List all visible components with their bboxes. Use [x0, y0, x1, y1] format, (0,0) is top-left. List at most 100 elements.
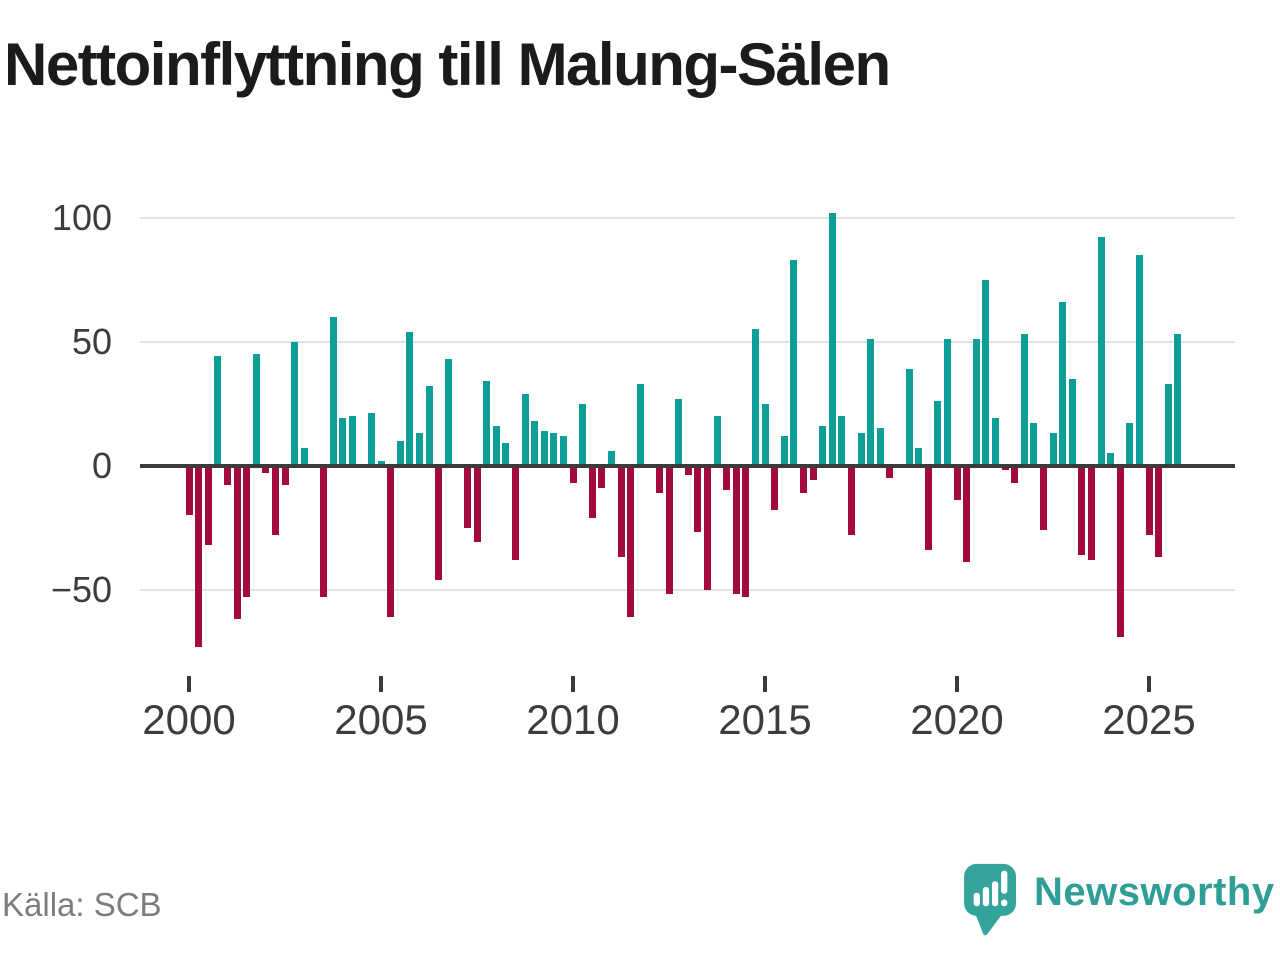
bar-2013-q1 — [684, 465, 692, 476]
x-axis-label-2025: 2025 — [1102, 696, 1196, 743]
bar-2006-q3 — [435, 465, 443, 580]
bar-2019-q4 — [943, 339, 951, 466]
bar-2001-q4 — [252, 353, 260, 466]
bar-2016-q3 — [819, 425, 827, 466]
bar-2009-q4 — [559, 435, 567, 466]
bar-2004-q1 — [339, 418, 347, 466]
bar-2025-q2 — [1155, 465, 1163, 558]
bar-2008-q4 — [521, 393, 529, 466]
bar-2001-q3 — [243, 465, 251, 597]
bar-2010-q3 — [588, 465, 596, 518]
bar-2002-q2 — [271, 465, 279, 535]
bar-2008-q2 — [502, 443, 510, 466]
bar-2020-q2 — [963, 465, 971, 563]
bar-2002-q3 — [281, 465, 289, 486]
bar-2025-q1 — [1145, 465, 1153, 535]
bar-2020-q1 — [953, 465, 961, 501]
x-axis-tick-2015 — [763, 676, 767, 692]
bar-2019-q1 — [915, 448, 923, 466]
bar-2023-q4 — [1097, 237, 1105, 466]
bar-2007-q3 — [473, 465, 481, 543]
newsworthy-wordmark: Newsworthy — [1034, 870, 1275, 914]
bar-2018-q4 — [905, 368, 913, 466]
y-axis-label--50: −50 — [50, 568, 112, 610]
bar-2008-q1 — [492, 425, 500, 466]
bar-2000-q4 — [214, 356, 222, 466]
bar-2024-q2 — [1116, 465, 1124, 637]
y-axis-label-0: 0 — [91, 444, 112, 486]
bar-2021-q3 — [1011, 465, 1019, 483]
bar-2017-q4 — [867, 339, 875, 466]
bar-2015-q1 — [761, 403, 769, 466]
bar-2025-q4 — [1174, 334, 1182, 466]
bar-2002-q1 — [262, 465, 270, 473]
bar-2023-q2 — [1078, 465, 1086, 555]
bar-2020-q4 — [982, 279, 990, 466]
bar-2024-q1 — [1107, 453, 1115, 466]
bar-2002-q4 — [291, 341, 299, 466]
bar-2004-q4 — [367, 413, 375, 466]
bar-2000-q1 — [185, 465, 193, 516]
bar-2006-q1 — [415, 433, 423, 466]
bar-2011-q3 — [627, 465, 635, 617]
bar-2019-q3 — [934, 401, 942, 466]
x-axis-label-2005: 2005 — [334, 696, 428, 743]
grid-line-50 — [140, 340, 1235, 343]
bar-2019-q2 — [924, 465, 932, 550]
x-axis-label-2010: 2010 — [526, 696, 620, 743]
bar-2021-q4 — [1020, 334, 1028, 466]
bar-2012-q2 — [655, 465, 663, 493]
bar-2005-q2 — [387, 465, 395, 617]
x-axis-label-2000: 2000 — [142, 696, 236, 743]
x-axis-label-2020: 2020 — [910, 696, 1004, 743]
bar-2017-q2 — [847, 465, 855, 535]
zero-baseline — [140, 463, 1235, 468]
bar-2003-q3 — [319, 465, 327, 597]
bar-2007-q4 — [483, 381, 491, 466]
bar-2013-q3 — [703, 465, 711, 590]
bar-2018-q2 — [886, 465, 894, 478]
bar-2006-q2 — [425, 386, 433, 466]
grid-line-100 — [140, 216, 1235, 219]
bar-2003-q1 — [300, 448, 308, 466]
bar-2005-q3 — [396, 440, 404, 466]
bar-2015-q4 — [790, 259, 798, 466]
bar-2022-q1 — [1030, 423, 1038, 466]
bar-2001-q2 — [233, 465, 241, 620]
bar-2012-q3 — [665, 465, 673, 595]
bar-2016-q1 — [799, 465, 807, 493]
x-axis-label-2015: 2015 — [718, 696, 812, 743]
bar-2017-q1 — [838, 415, 846, 466]
bar-2022-q4 — [1059, 301, 1067, 466]
bar-2006-q4 — [444, 358, 452, 466]
bar-2005-q4 — [406, 331, 414, 466]
newsworthy-logo-icon — [964, 863, 1016, 936]
bar-2016-q4 — [828, 212, 836, 466]
source-note: Källa: SCB — [2, 886, 162, 923]
chart-title: Nettoinflyttning till Malung-Sälen — [4, 31, 891, 98]
bar-2023-q3 — [1087, 465, 1095, 560]
bar-2009-q1 — [531, 420, 539, 466]
x-axis-tick-2005 — [379, 676, 383, 692]
bar-2009-q2 — [540, 430, 548, 466]
grid-line--50 — [140, 588, 1235, 591]
bar-2010-q1 — [569, 465, 577, 483]
bar-2013-q4 — [713, 415, 721, 466]
x-axis-tick-2000 — [187, 676, 191, 692]
bar-2013-q2 — [694, 465, 702, 533]
bar-2014-q4 — [751, 329, 759, 466]
bar-2017-q3 — [857, 433, 865, 466]
bar-2015-q2 — [771, 465, 779, 511]
y-axis-label-50: 50 — [71, 320, 112, 362]
bar-2004-q2 — [348, 415, 356, 466]
bar-2022-q3 — [1049, 433, 1057, 466]
bar-2016-q2 — [809, 465, 817, 481]
bar-2011-q4 — [636, 383, 644, 466]
bar-2011-q1 — [607, 450, 615, 466]
bar-2014-q2 — [732, 465, 740, 595]
bar-2020-q3 — [972, 339, 980, 466]
bar-2007-q2 — [463, 465, 471, 528]
bar-2005-q1 — [377, 460, 385, 466]
bar-2014-q3 — [742, 465, 750, 597]
